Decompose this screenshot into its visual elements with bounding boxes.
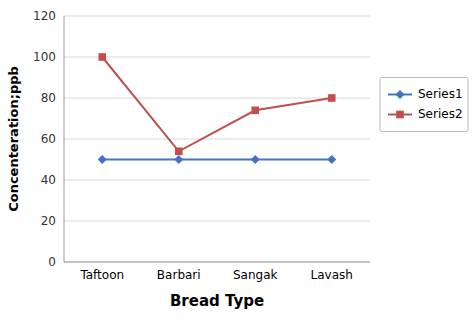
point [98,53,106,61]
grid-line [64,57,370,58]
legend-marker [396,111,404,119]
grid-line [64,139,370,140]
point [251,107,259,115]
x-axis-title: Bread Type [170,292,264,310]
legend-marker [396,90,405,99]
y-tick-label: 100 [33,50,56,64]
legend: Series1 Series2 [380,78,468,132]
grid-line [64,16,370,17]
grid-line [64,262,370,263]
legend-label: Series2 [418,107,463,121]
y-tick-label: 0 [48,255,56,269]
point [175,148,183,156]
point [328,94,336,102]
y-tick-label: 120 [33,9,56,23]
series [98,155,337,164]
y-tick-label: 40 [41,173,56,187]
grid-line [64,180,370,181]
x-axis: Taftoon Barbari Sangak Lavash [79,268,353,282]
point [98,155,107,164]
y-tick-label: 80 [41,91,56,105]
x-axis-line [64,262,370,263]
x-tick-label: Barbari [157,268,201,282]
y-tick-label: 20 [41,214,56,228]
y-axis-line [64,16,65,262]
y-axis-title: Concenteration;ppb [6,66,21,212]
series-line [102,57,332,151]
legend-box [380,78,468,132]
legend-label: Series1 [418,87,463,101]
point [174,155,183,164]
grid-line [64,221,370,222]
x-tick-label: Taftoon [79,268,124,282]
background [0,0,474,335]
series [98,53,335,155]
series-line [102,159,332,161]
point [251,155,260,164]
x-tick-label: Sangak [233,268,278,282]
chart: 0 20 40 60 80 100 120 Taftoon Barbari Sangak Lavas… [0,0,474,335]
point [327,155,336,164]
plot-area [98,53,337,164]
x-tick-label: Lavash [311,268,353,282]
y-tick-label: 60 [41,132,56,146]
y-axis: 0 20 40 60 80 100 120 [33,9,370,269]
